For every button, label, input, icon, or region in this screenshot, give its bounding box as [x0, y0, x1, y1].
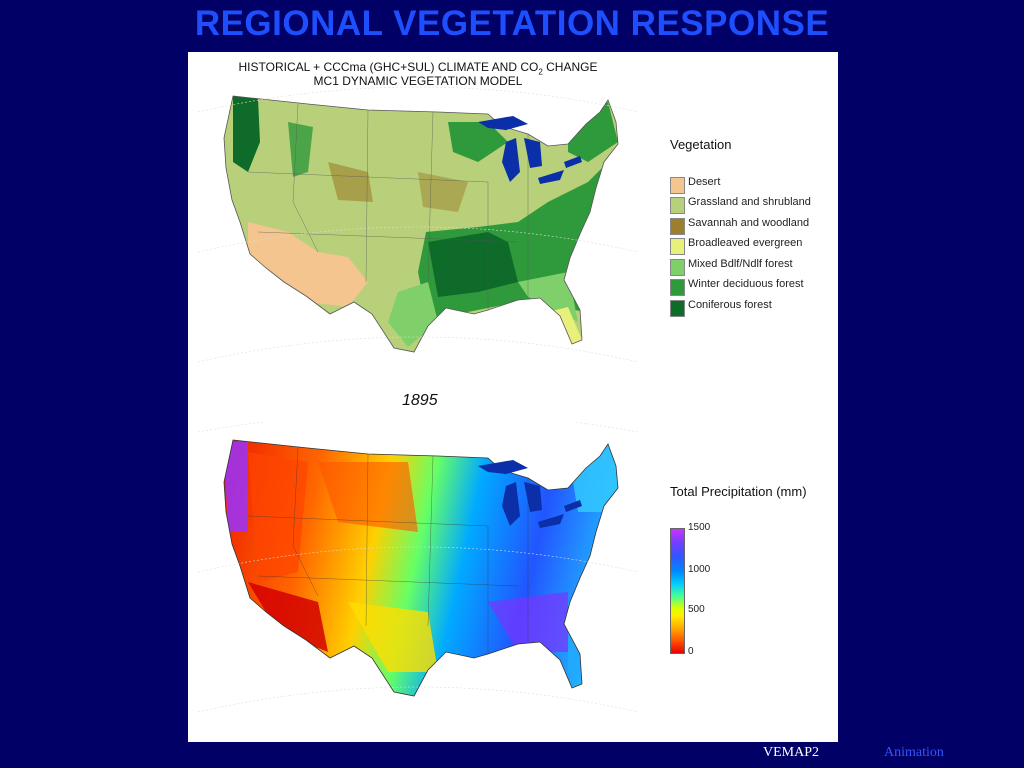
vegetation-legend-title: Vegetation [670, 137, 732, 152]
legend-swatch [670, 300, 685, 317]
figure-title-line1: HISTORICAL + CCCma (GHC+SUL) CLIMATE AND… [238, 60, 598, 77]
animation-link[interactable]: Animation [884, 745, 944, 760]
colorbar-tick-1500: 1500 [688, 522, 711, 533]
figure-title-line2: MC1 DYNAMIC VEGETATION MODEL [313, 74, 523, 88]
slide-title: REGIONAL VEGETATION RESPONSE [194, 4, 830, 43]
vegetation-map [197, 86, 639, 363]
figure-panel: HISTORICAL + CCCma (GHC+SUL) CLIMATE AND… [188, 52, 838, 742]
colorbar-tick-1000: 1000 [688, 564, 711, 575]
legend-swatch [670, 197, 685, 214]
legend-swatch [670, 218, 685, 235]
year-label: 1895 [402, 392, 438, 409]
great-lakes-precip [478, 460, 582, 528]
footer-vemap-label: VEMAP2 [763, 745, 820, 760]
precip-legend-title: Total Precipitation (mm) [670, 484, 807, 499]
legend-swatch [670, 238, 685, 255]
great-lakes-veg [478, 116, 582, 184]
colorbar-tick-0: 0 [688, 646, 694, 657]
legend-swatch [670, 259, 685, 276]
colorbar-tick-500: 500 [688, 604, 705, 615]
precipitation-map [197, 422, 639, 713]
precip-colorbar [670, 528, 685, 654]
legend-swatch [670, 177, 685, 194]
legend-swatch [670, 279, 685, 296]
